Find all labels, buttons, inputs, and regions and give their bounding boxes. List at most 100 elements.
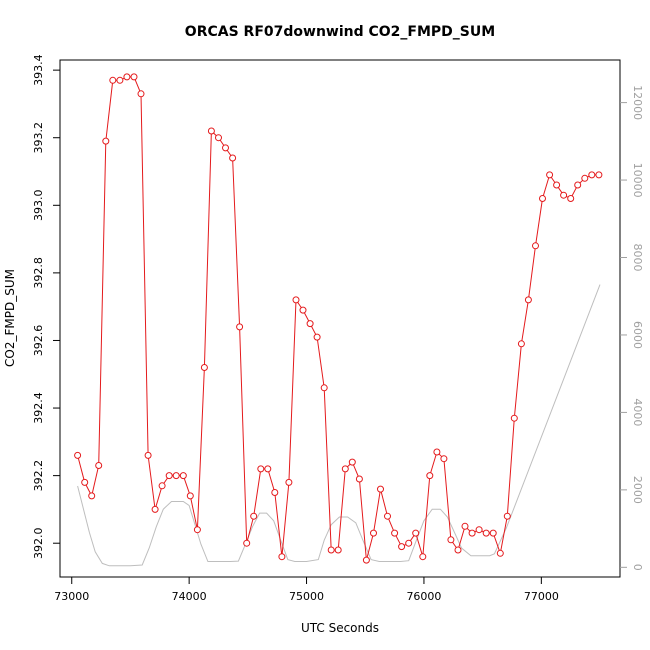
- y2-tick-label: 6000: [631, 321, 644, 349]
- x-tick-label: 75000: [289, 590, 324, 603]
- co2-point: [144, 451, 152, 459]
- co2-point: [116, 76, 124, 84]
- co2-point: [412, 529, 420, 537]
- co2-point: [137, 90, 145, 98]
- co2-point: [95, 462, 103, 469]
- co2-point: [546, 171, 554, 179]
- chart-title: ORCAS RF07downwind CO2_FMPD_SUM: [185, 24, 495, 40]
- co2-point: [567, 195, 575, 202]
- co2-point: [539, 195, 546, 202]
- co2-point: [285, 478, 293, 486]
- y-tick-label: 393.4: [32, 54, 45, 86]
- co2-point: [355, 475, 363, 483]
- co2-point: [384, 512, 391, 520]
- co2-point: [74, 451, 82, 459]
- co2-point: [306, 320, 314, 328]
- co2-point: [454, 546, 462, 554]
- co2-point: [341, 465, 349, 473]
- co2-point: [370, 529, 377, 537]
- y-tick-label: 392.4: [32, 392, 45, 424]
- co2-point: [215, 134, 222, 142]
- co2-point: [560, 191, 568, 199]
- co2-point: [468, 529, 476, 537]
- co2-point: [489, 529, 497, 537]
- y-tick-label: 392.0: [32, 527, 45, 559]
- co2-point: [179, 472, 187, 480]
- co2-point: [503, 512, 511, 520]
- co2-point: [405, 539, 413, 547]
- altitude-line: [77, 284, 601, 567]
- co2-point: [320, 384, 328, 392]
- x-tick-label: 76000: [406, 590, 441, 603]
- co2-point: [313, 333, 321, 341]
- series-layer: [74, 73, 603, 567]
- co2-point: [229, 154, 237, 162]
- y-tick-label: 393.0: [32, 190, 45, 222]
- y-tick-label: 393.2: [32, 122, 45, 154]
- co2-point: [391, 529, 399, 537]
- x-tick-label: 73000: [54, 590, 89, 603]
- co2-point: [222, 144, 229, 152]
- co2-point: [588, 171, 596, 179]
- co2-point: [581, 174, 589, 182]
- y-tick-label: 392.6: [32, 325, 45, 357]
- y2-tick-label: 2000: [631, 476, 644, 504]
- y2-tick-label: 10000: [631, 163, 644, 198]
- co2-point: [419, 553, 427, 561]
- co2-point: [88, 492, 96, 500]
- co2-point: [264, 465, 272, 473]
- co2-point: [200, 364, 208, 371]
- co2-point: [243, 539, 251, 547]
- co2-point: [348, 458, 356, 466]
- y2-tick-label: 4000: [631, 398, 644, 426]
- co2-point: [461, 522, 469, 530]
- co2-point: [299, 306, 307, 314]
- co2-point: [524, 296, 532, 304]
- co2-point: [574, 181, 582, 189]
- co2-point: [517, 340, 525, 348]
- co2-point: [158, 482, 166, 490]
- co2-point: [130, 73, 138, 81]
- co2-point: [257, 465, 265, 473]
- co2-line: [77, 76, 599, 561]
- y2-tick-label: 8000: [631, 244, 644, 272]
- y-tick-label: 392.8: [32, 257, 45, 289]
- co2-point: [377, 485, 384, 493]
- y2-tick-label: 12000: [631, 85, 644, 120]
- co2-point: [172, 472, 180, 480]
- co2-point: [271, 489, 279, 496]
- y-axis-label: CO2_FMPD_SUM: [3, 269, 17, 367]
- co2-point: [447, 536, 455, 544]
- co2-point: [278, 553, 286, 561]
- co2-point: [398, 543, 406, 551]
- axes-layer: 73000 74000 75000 76000 77000 392.0 392.2 392.4…: [32, 54, 644, 603]
- co2-point: [292, 296, 300, 304]
- co2-point: [151, 505, 159, 513]
- co2-point: [510, 414, 518, 422]
- co2-point: [193, 526, 201, 534]
- co2-point: [496, 549, 504, 557]
- co2-point: [109, 76, 117, 84]
- co2-point: [81, 478, 89, 486]
- co2-point: [362, 556, 370, 564]
- co2-point: [553, 181, 561, 189]
- co2-point: [426, 472, 434, 480]
- co2-point: [482, 529, 490, 537]
- co2-point: [595, 171, 603, 179]
- co2-point: [440, 455, 448, 463]
- y-tick-label: 392.2: [32, 460, 45, 492]
- co2-point: [207, 127, 215, 135]
- co2-point: [327, 546, 335, 554]
- x-tick-label: 77000: [524, 590, 559, 603]
- co2-point: [475, 526, 483, 534]
- x-tick-label: 74000: [172, 590, 207, 603]
- co2-point: [236, 323, 244, 331]
- x-axis-label: UTC Seconds: [301, 621, 379, 635]
- co2-point: [102, 137, 110, 145]
- y2-tick-label: 0: [631, 564, 644, 571]
- co2-point: [532, 242, 539, 250]
- co2-point: [165, 472, 173, 480]
- co2-point: [186, 492, 194, 500]
- plot-frame: [59, 59, 621, 578]
